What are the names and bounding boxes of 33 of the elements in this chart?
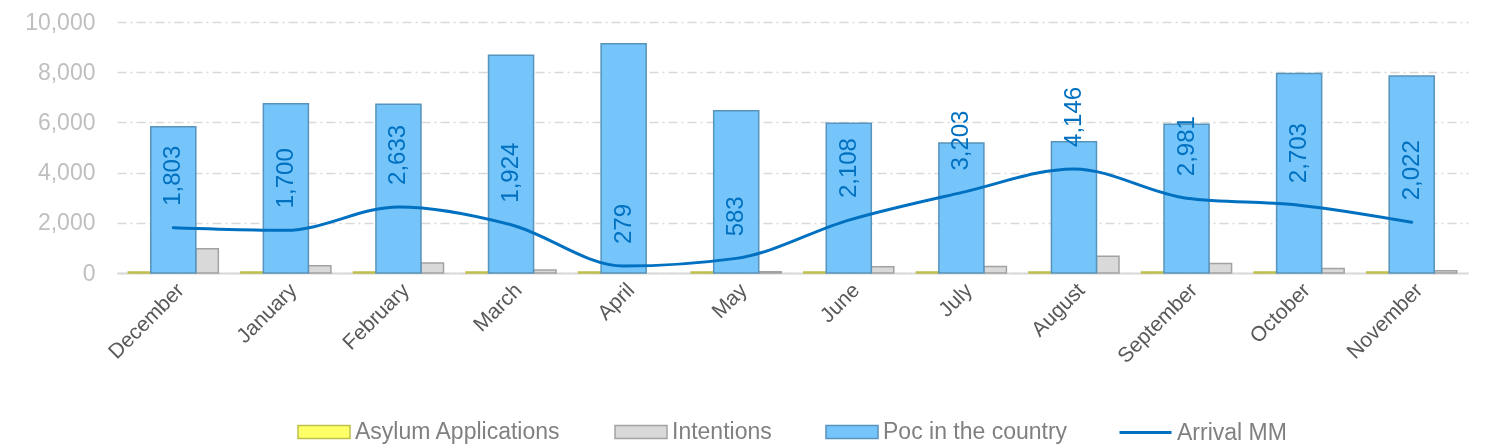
y-tick-label: 8,000 (37, 58, 96, 85)
legend-label: Poc in the country (883, 418, 1068, 444)
legend-label: Asylum Applications (355, 418, 560, 444)
y-tick-label: 10,000 (25, 8, 96, 35)
bar (487, 54, 535, 274)
data-label: 4,146 (1058, 86, 1086, 147)
bar (825, 122, 873, 274)
bar (600, 43, 647, 274)
bar (712, 110, 760, 274)
data-label: 2,108 (833, 138, 861, 199)
data-label: 583 (721, 196, 749, 237)
data-label: 279 (608, 203, 636, 244)
data-label: 2,633 (383, 124, 411, 185)
bar (375, 103, 422, 274)
legend-label: Arrival MM (1177, 418, 1287, 445)
y-tick-label: 0 (82, 259, 96, 286)
data-label: 1,700 (270, 148, 298, 209)
y-tick-label: 6,000 (37, 108, 96, 135)
bar (262, 103, 310, 274)
bar (1388, 75, 1435, 274)
x-tick-label: July (933, 277, 977, 321)
y-tick-label: 2,000 (37, 209, 96, 236)
data-label: 3,203 (946, 110, 974, 171)
data-label: 2,703 (1284, 123, 1312, 184)
x-tick-label: May (706, 277, 752, 323)
y-tick-label: 4,000 (37, 159, 96, 186)
bar (1275, 72, 1323, 274)
bar (150, 125, 197, 274)
legend-label: Intentions (672, 418, 772, 444)
data-label: 1,924 (496, 142, 524, 203)
data-label: 2,022 (1396, 140, 1424, 201)
data-label: 2,981 (1171, 116, 1199, 177)
data-label: 1,803 (158, 145, 186, 206)
